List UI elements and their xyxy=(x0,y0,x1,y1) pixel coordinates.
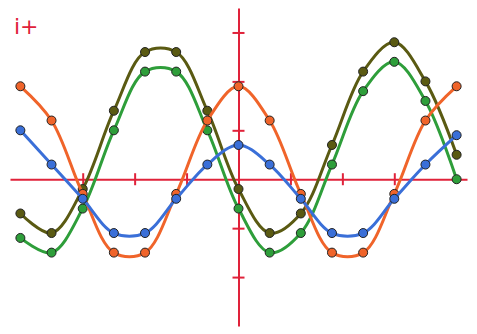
y-tick-mark xyxy=(233,277,245,279)
y-axis xyxy=(233,9,245,327)
series-point xyxy=(296,194,305,203)
series-point xyxy=(47,116,56,125)
series-point xyxy=(78,194,87,203)
y-tick xyxy=(233,130,245,131)
series-point xyxy=(172,194,181,203)
series-point xyxy=(390,38,399,47)
series-line xyxy=(20,130,456,236)
x-tick xyxy=(290,173,291,185)
y-tick xyxy=(233,228,245,229)
series-point xyxy=(452,175,461,184)
x-tick-mark xyxy=(394,173,396,185)
x-tick xyxy=(135,173,136,185)
series-point xyxy=(47,160,56,169)
y-tick xyxy=(233,32,245,33)
series-point xyxy=(109,229,118,238)
series-point xyxy=(16,126,25,135)
series-point xyxy=(109,248,118,257)
x-tick xyxy=(83,173,84,185)
series-line xyxy=(20,62,456,253)
series-point xyxy=(327,160,336,169)
y-axis-line xyxy=(238,9,240,327)
y-tick-mark xyxy=(233,228,245,230)
series-point xyxy=(203,116,212,125)
series-point xyxy=(327,140,336,149)
series-point xyxy=(359,248,368,257)
series-point xyxy=(452,131,461,140)
series-point xyxy=(327,248,336,257)
x-tick-mark xyxy=(134,173,136,185)
series-point xyxy=(141,229,150,238)
series-point xyxy=(16,82,25,91)
series-point xyxy=(234,140,243,149)
series-point xyxy=(16,209,25,218)
series-line xyxy=(20,86,456,256)
series-point xyxy=(265,116,274,125)
series-point xyxy=(421,96,430,105)
series-point xyxy=(359,229,368,238)
series-point xyxy=(172,48,181,57)
series-point xyxy=(421,116,430,125)
series-point xyxy=(296,229,305,238)
series-point xyxy=(452,150,461,159)
series-point xyxy=(452,82,461,91)
series-point xyxy=(47,248,56,257)
y-tick xyxy=(233,277,245,278)
series-point xyxy=(421,77,430,86)
y-tick-mark xyxy=(233,130,245,132)
y-tick-mark xyxy=(233,32,245,34)
series-point xyxy=(234,185,243,194)
series-point xyxy=(78,204,87,213)
series-point xyxy=(47,229,56,238)
plot-area xyxy=(16,38,461,257)
x-tick-mark xyxy=(342,173,344,185)
series-point xyxy=(109,126,118,135)
series-point xyxy=(203,160,212,169)
x-tick xyxy=(342,173,343,185)
series-point xyxy=(16,233,25,242)
series-point xyxy=(296,209,305,218)
series-point xyxy=(390,57,399,66)
series-point xyxy=(265,229,274,238)
series-point xyxy=(141,67,150,76)
series-point xyxy=(141,48,150,57)
series-point xyxy=(234,204,243,213)
series-point xyxy=(109,106,118,115)
series-point xyxy=(172,67,181,76)
series-point xyxy=(421,160,430,169)
series-point xyxy=(141,248,150,257)
title: i+ xyxy=(14,14,39,39)
series-point xyxy=(265,248,274,257)
series-point xyxy=(359,87,368,96)
series-point xyxy=(265,160,274,169)
series-point xyxy=(390,194,399,203)
x-tick xyxy=(394,173,395,185)
series-point xyxy=(234,82,243,91)
series-point xyxy=(359,67,368,76)
chart: i+ xyxy=(0,0,477,334)
series-point xyxy=(327,229,336,238)
